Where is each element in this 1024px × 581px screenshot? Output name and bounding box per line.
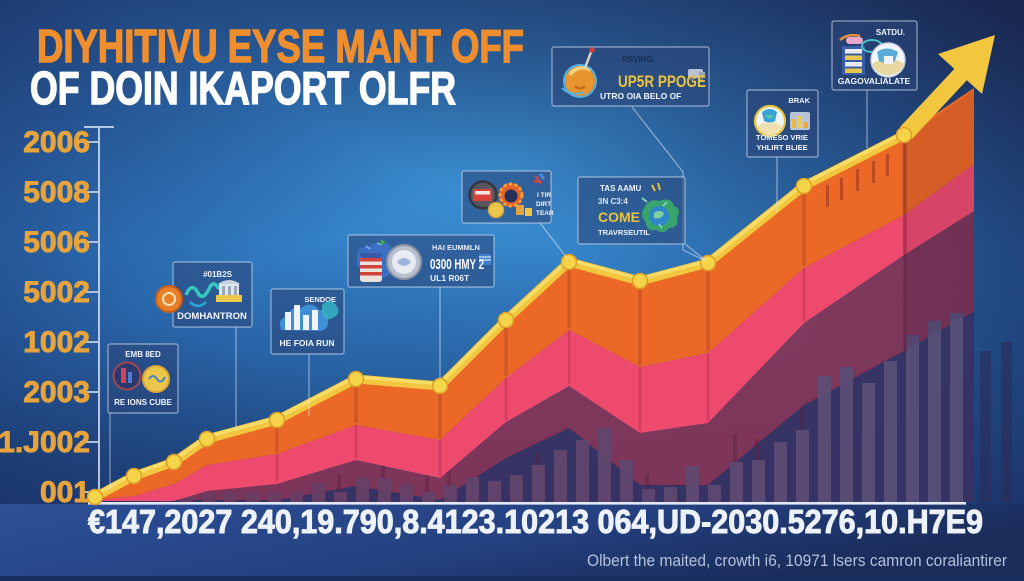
svg-text:DOMHANTRON: DOMHANTRON (177, 311, 247, 322)
svg-text:UP5R PPOGE: UP5R PPOGE (618, 72, 706, 91)
svg-text:€147,2027 240,19.790,8.4123.10: €147,2027 240,19.790,8.4123.10213 064,UD… (88, 503, 983, 540)
svg-text:2003: 2003 (23, 376, 90, 409)
svg-text:OF DOIN IKAPORT OLFR: OF DOIN IKAPORT OLFR (30, 62, 456, 114)
svg-text:YHLIRT BLIEE: YHLIRT BLIEE (756, 143, 807, 152)
svg-text:TAS AAMU: TAS AAMU (600, 184, 642, 193)
svg-text:TOMESO VRIE: TOMESO VRIE (756, 133, 808, 142)
svg-text:0300 HMY 2: 0300 HMY 2 (430, 256, 484, 273)
svg-text:TRAVRSEUTIL: TRAVRSEUTIL (598, 228, 650, 237)
svg-text:EMB 8ED: EMB 8ED (125, 350, 161, 359)
svg-text:Olbert the maited, crowth i6,: Olbert the maited, crowth i6, 10971 lser… (587, 552, 1007, 570)
svg-text:I TIR: I TIR (537, 192, 551, 199)
svg-text:5006: 5006 (23, 226, 90, 259)
svg-text:2006: 2006 (23, 126, 90, 159)
svg-text:UL1 R06T: UL1 R06T (430, 273, 470, 283)
svg-text:HE FOIA RUN: HE FOIA RUN (280, 338, 335, 348)
svg-text:#01B2S: #01B2S (203, 270, 233, 279)
svg-text:RSVING.: RSVING. (622, 55, 655, 64)
svg-text:1002: 1002 (23, 326, 90, 359)
svg-text:1.J002: 1.J002 (0, 426, 90, 459)
svg-text:5008: 5008 (23, 176, 90, 209)
svg-text:DIRT: DIRT (536, 201, 551, 208)
svg-text:SENDOE: SENDOE (304, 295, 336, 304)
svg-text:UTRO OIA BELO OF: UTRO OIA BELO OF (600, 91, 681, 101)
svg-text:COME: COME (598, 209, 640, 225)
svg-text:5002: 5002 (23, 276, 90, 309)
svg-text:3N C3:4: 3N C3:4 (598, 197, 628, 206)
svg-text:DIYHITIVU EYSE MANT OFF: DIYHITIVU EYSE MANT OFF (37, 20, 524, 72)
svg-text:RE IONS CUBE: RE IONS CUBE (114, 398, 172, 407)
svg-text:SATDU.: SATDU. (876, 28, 905, 37)
svg-text:TEAR: TEAR (536, 210, 554, 217)
svg-text:001: 001 (40, 476, 90, 509)
svg-text:GAGOVALIALATE: GAGOVALIALATE (838, 76, 911, 86)
svg-text:HAI EUMMLN: HAI EUMMLN (432, 243, 480, 252)
svg-text:BRAK: BRAK (788, 96, 810, 105)
